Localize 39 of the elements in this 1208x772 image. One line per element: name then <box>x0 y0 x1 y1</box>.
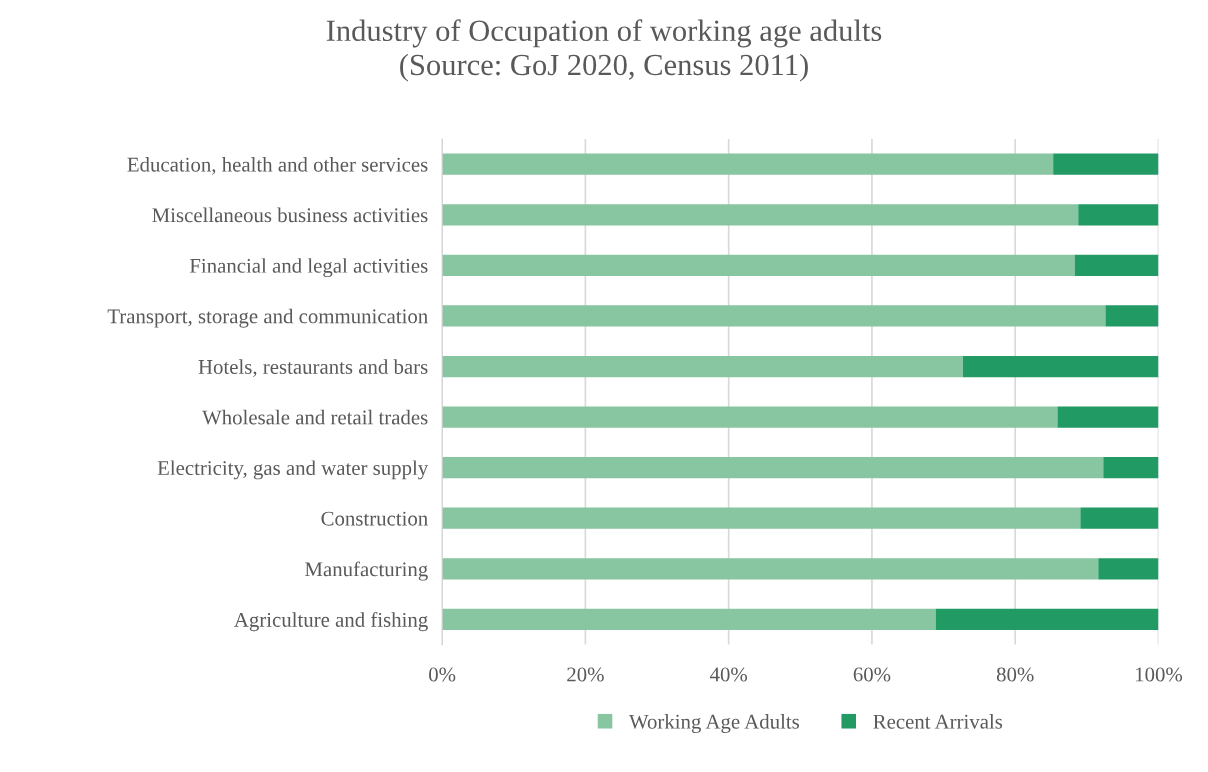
bar <box>1080 507 1159 529</box>
bar <box>442 507 1081 529</box>
bar <box>1105 305 1159 327</box>
bar <box>442 204 1079 226</box>
bar <box>442 153 1054 175</box>
legend-label: Working Age Adults <box>629 714 800 734</box>
x-tick-label: 0% <box>429 667 456 682</box>
chart-title: Industry of Occupation of working age adults (Source: GoJ 2020, Census 2011) <box>326 19 882 82</box>
x-tick-label: 80% <box>996 667 1034 682</box>
y-tick-label: Transport, storage and communication <box>107 308 428 328</box>
y-tick-label: Miscellaneous business activities <box>152 207 428 223</box>
bar <box>1057 406 1159 428</box>
y-tick-label: Education, health and other services <box>127 157 428 175</box>
x-tick-label: 40% <box>709 667 748 682</box>
y-tick-label: Wholesale and retail trades <box>202 409 428 425</box>
bar <box>1074 254 1159 276</box>
bar <box>442 355 963 378</box>
bar <box>1078 204 1159 226</box>
bar <box>1053 153 1159 175</box>
bar <box>1103 457 1159 479</box>
bar <box>442 457 1104 479</box>
y-tick-label: Manufacturing <box>305 561 428 581</box>
y-tick-label: Electricity, gas and water supply <box>157 460 429 480</box>
bar <box>442 608 936 630</box>
legend-label: Recent Arrivals <box>873 714 1003 729</box>
y-tick-label: Financial and legal activities <box>189 258 428 278</box>
y-tick-label: Agriculture and fishing <box>234 612 428 632</box>
bar <box>962 355 1159 378</box>
bar <box>442 305 1106 327</box>
bar <box>442 406 1058 428</box>
bar <box>442 254 1075 276</box>
bar <box>1098 558 1159 580</box>
x-tick-label: 60% <box>853 667 891 682</box>
y-tick-label: Hotels, restaurants and bars <box>198 359 428 377</box>
bar <box>442 558 1099 580</box>
y-tick-label: Construction <box>321 511 428 526</box>
x-tick-label: 20% <box>567 667 604 682</box>
x-tick-label: 100% <box>1136 667 1183 682</box>
bar <box>935 608 1159 630</box>
